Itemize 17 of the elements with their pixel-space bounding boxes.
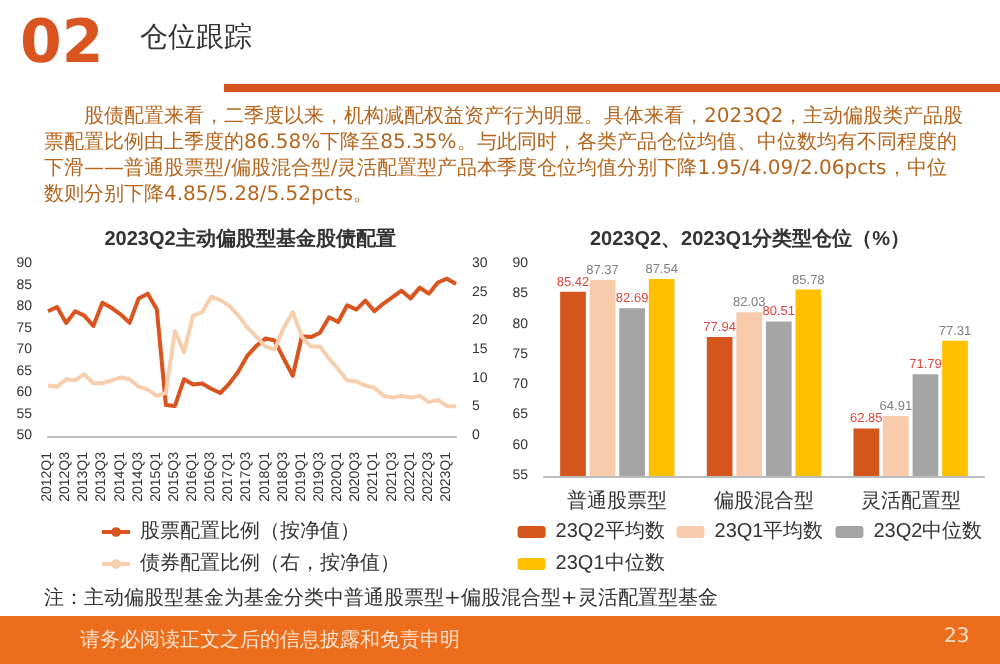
x-tick-label: 普通股票型 [567,489,668,513]
x-tick-label: 偏股混合型 [714,489,814,513]
text: 仓位跟踪 [140,20,252,56]
chart-title: 2023Q2主动偏股型基金股债配置 [104,227,396,251]
text: 股债配置来看，二季度以来，机构减配权益资产行为明显。具体来看，2023Q2，主动偏股类产品股票配置比例由上季度的86.58%下降至85.35%。与此同时，各类产品仓位均值、中位数均有不同程度的下滑——普通股票型/偏股混合型/灵活配置型产品本季度仓位均值分别下降1.95/4.09/2.06pcts，中位数则分别下降4.85/5.28/5.52pcts。 [44,104,964,208]
legend-label: 股票配置比例（按净值） [140,519,360,543]
legend-label: 23Q2中位数 [873,519,983,543]
legend-label: 债券配置比例（右，按净值） [140,551,400,575]
text: 请务必阅读正文之后的信息披露和免责申明 [80,627,460,654]
legend-label: 23Q1中位数 [555,551,665,575]
chart-title: 2023Q2、2023Q1分类型仓位（%） [589,227,911,251]
legend-label: 23Q2平均数 [555,519,665,543]
text: 02 [20,8,104,78]
text: 注：主动偏股型基金为基金分类中普通股票型+偏股混合型+灵活配置型基金 [44,585,718,612]
x-tick-label: 灵活配置型 [860,489,961,513]
text: 23 [944,626,970,648]
legend-label: 23Q1平均数 [714,519,824,543]
